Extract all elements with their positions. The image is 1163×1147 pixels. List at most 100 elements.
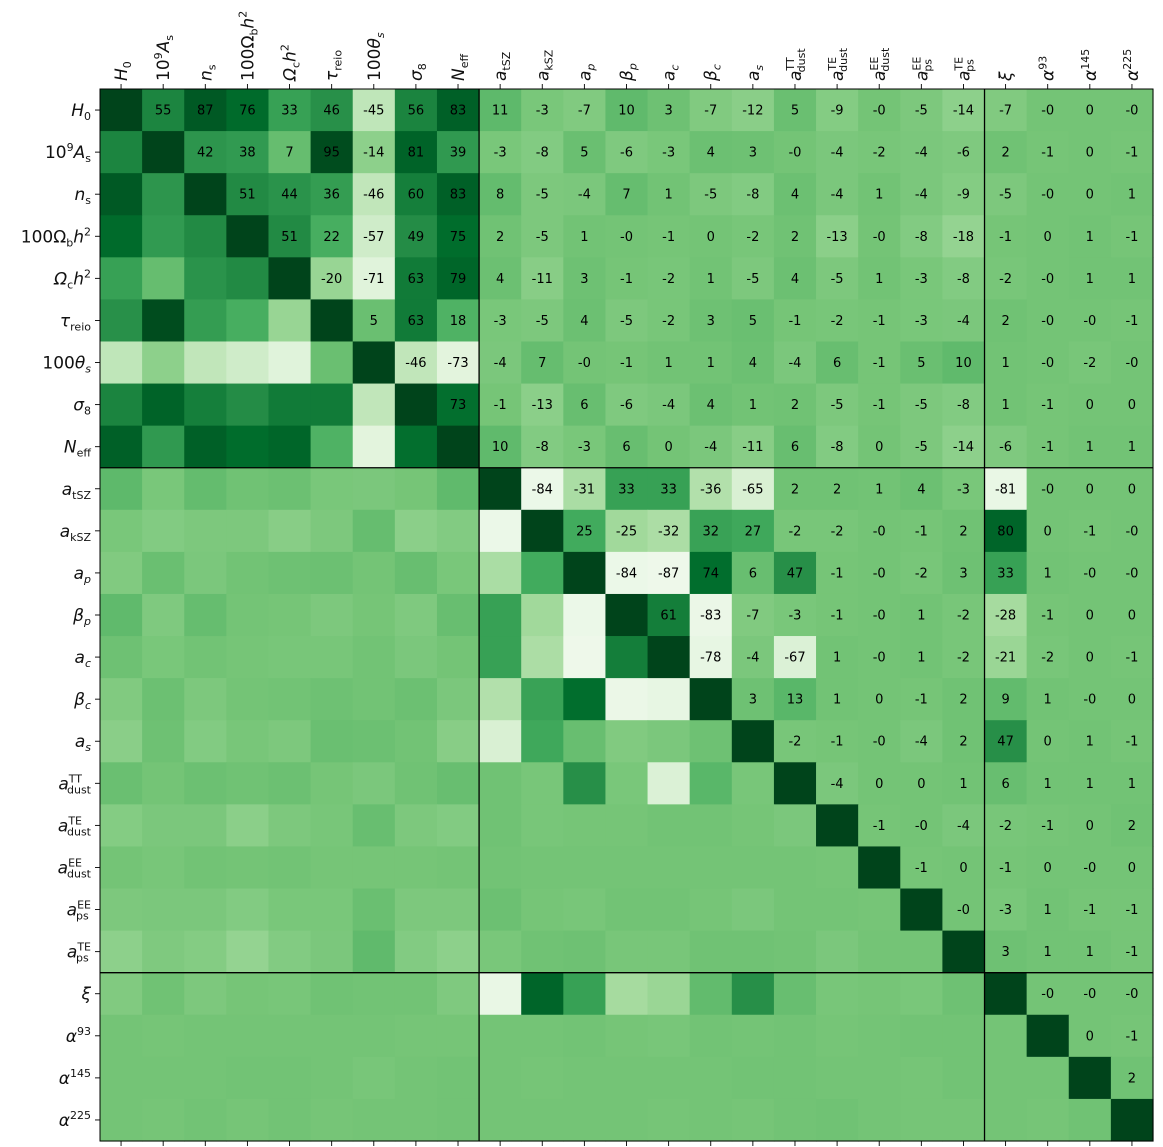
- heatmap-cell-14-22: [1026, 678, 1070, 721]
- heatmap-cell-4-10: [521, 257, 564, 300]
- heatmap-cell-18-8: [436, 846, 480, 890]
- heatmap-cell-11-15: [731, 551, 775, 595]
- heatmap-cell-8-14: [689, 425, 733, 469]
- heatmap-cell-19-2: [184, 888, 227, 932]
- heatmap-cell-17-11: [563, 804, 607, 848]
- heatmap-cell-13-22: [1026, 636, 1070, 679]
- heatmap-cell-8-17: [816, 425, 859, 469]
- heatmap-cell-4-0: [100, 257, 143, 300]
- cell-value-11-16: 47: [787, 566, 804, 581]
- heatmap-cell-12-15: [731, 593, 775, 637]
- heatmap-cell-21-23: [1068, 972, 1112, 1016]
- heatmap-cell-14-9: [479, 678, 522, 721]
- heatmap-cell-0-21: [984, 89, 1028, 132]
- cell-value-10-22: 0: [1044, 524, 1052, 539]
- cell-value-0-11: -7: [578, 104, 591, 119]
- heatmap-cell-15-13: [647, 720, 691, 763]
- heatmap-cell-21-0: [100, 972, 143, 1016]
- heatmap-cell-24-5: [310, 1098, 354, 1142]
- cell-value-9-11: -31: [574, 482, 595, 497]
- heatmap-cell-13-8: [436, 636, 480, 679]
- cell-value-6-11: -0: [578, 356, 591, 371]
- row-label-8: Neff: [64, 438, 91, 460]
- heatmap-cell-20-16: [773, 930, 817, 974]
- heatmap-cell-20-15: [731, 930, 775, 974]
- heatmap-cell-13-23: [1068, 636, 1112, 679]
- heatmap-cell-16-22: [1026, 762, 1070, 805]
- cell-value-7-20: -8: [957, 398, 970, 413]
- heatmap-cell-1-1: [142, 131, 185, 174]
- heatmap-cell-9-5: [310, 467, 354, 511]
- heatmap-cell-22-16: [773, 1014, 817, 1058]
- cell-value-4-14: 1: [707, 272, 715, 287]
- heatmap-cell-9-24: [1110, 467, 1154, 511]
- heatmap-cell-16-3: [226, 762, 270, 805]
- column-label-6: 100θs: [365, 32, 387, 81]
- cell-value-19-24: -1: [1125, 903, 1138, 918]
- heatmap-cell-21-19: [900, 972, 943, 1016]
- column-label-24: α225: [1121, 49, 1143, 81]
- cell-value-16-22: 1: [1044, 777, 1052, 792]
- heatmap-cell-6-18: [858, 341, 901, 385]
- heatmap-cell-24-3: [226, 1098, 270, 1142]
- heatmap-cell-7-15: [731, 383, 775, 427]
- cell-value-2-8: 83: [450, 188, 467, 203]
- heatmap-cell-6-13: [647, 341, 691, 385]
- heatmap-cell-4-14: [689, 257, 733, 300]
- heatmap-cell-6-5: [310, 341, 354, 385]
- heatmap-cell-8-2: [184, 425, 227, 469]
- heatmap-cell-2-10: [521, 173, 564, 216]
- heatmap-cell-20-11: [563, 930, 607, 974]
- heatmap-cell-10-11: [563, 509, 607, 553]
- heatmap-cell-9-9: [479, 467, 522, 511]
- heatmap-cell-6-8: [436, 341, 480, 385]
- cell-value-7-13: -4: [662, 398, 675, 413]
- cell-value-20-23: 1: [1086, 945, 1094, 960]
- heatmap-cell-7-4: [268, 383, 312, 427]
- heatmap-cell-0-7: [394, 89, 438, 132]
- heatmap-cell-1-3: [226, 131, 270, 174]
- heatmap-cell-19-6: [352, 888, 396, 932]
- cell-value-2-6: -46: [363, 188, 384, 203]
- heatmap-cell-0-20: [942, 89, 986, 132]
- heatmap-cell-21-2: [184, 972, 227, 1016]
- heatmap-cell-5-24: [1110, 299, 1154, 343]
- heatmap-cell-2-18: [858, 173, 901, 216]
- heatmap-cell-24-4: [268, 1098, 312, 1142]
- heatmap-cell-15-12: [605, 720, 649, 763]
- heatmap-cell-12-17: [816, 593, 859, 637]
- heatmap-cell-16-20: [942, 762, 986, 805]
- heatmap-cell-0-12: [605, 89, 649, 132]
- heatmap-cell-3-8: [436, 215, 480, 258]
- heatmap-cell-5-1: [142, 299, 185, 343]
- heatmap-cell-16-7: [394, 762, 438, 805]
- cell-value-3-6: -57: [363, 230, 384, 245]
- cell-value-8-15: -11: [742, 440, 763, 455]
- heatmap-cell-8-0: [100, 425, 143, 469]
- heatmap-cell-19-22: [1026, 888, 1070, 932]
- cell-value-0-10: -3: [536, 104, 549, 119]
- heatmap-cell-0-19: [900, 89, 943, 132]
- heatmap-cell-1-6: [352, 131, 396, 174]
- cell-value-12-19: 1: [917, 609, 925, 624]
- cell-value-7-14: 4: [707, 398, 715, 413]
- cell-value-11-12: -84: [616, 566, 637, 581]
- cell-value-11-21: 33: [997, 566, 1014, 581]
- heatmap-cell-24-7: [394, 1098, 438, 1142]
- heatmap-cell-2-9: [479, 173, 522, 216]
- heatmap-cell-23-19: [900, 1056, 943, 1100]
- heatmap-cell-4-20: [942, 257, 986, 300]
- heatmap-cell-0-16: [773, 89, 817, 132]
- heatmap-cell-7-12: [605, 383, 649, 427]
- heatmap-cell-5-10: [521, 299, 564, 343]
- heatmap-cell-17-24: [1110, 804, 1154, 848]
- heatmap-cell-3-9: [479, 215, 522, 258]
- heatmap-cell-8-13: [647, 425, 691, 469]
- heatmap-cell-1-4: [268, 131, 312, 174]
- heatmap-cell-5-5: [310, 299, 354, 343]
- cell-value-14-20: 2: [959, 693, 967, 708]
- heatmap-cell-12-2: [184, 593, 227, 637]
- cell-value-3-10: -5: [536, 230, 549, 245]
- heatmap-cell-5-22: [1026, 299, 1070, 343]
- cell-value-16-24: 1: [1128, 777, 1136, 792]
